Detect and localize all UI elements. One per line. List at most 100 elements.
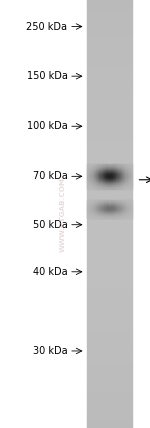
Bar xyxy=(87,36,132,37)
Bar xyxy=(87,309,132,311)
Bar xyxy=(87,257,132,258)
Bar xyxy=(87,200,132,201)
Bar xyxy=(87,347,132,348)
Bar xyxy=(87,410,132,411)
Bar xyxy=(87,287,132,288)
Bar xyxy=(87,363,132,364)
Bar xyxy=(87,131,132,133)
Bar xyxy=(87,158,132,160)
Bar xyxy=(87,355,132,357)
Bar xyxy=(87,368,132,369)
Bar xyxy=(87,267,132,268)
Bar xyxy=(87,220,132,221)
Bar xyxy=(87,401,132,402)
Bar xyxy=(87,31,132,33)
Bar xyxy=(87,68,132,70)
Bar xyxy=(87,157,132,158)
Bar xyxy=(87,260,132,261)
Bar xyxy=(87,304,132,305)
Bar xyxy=(87,124,132,125)
Bar xyxy=(87,155,132,157)
Bar xyxy=(87,73,132,74)
Bar xyxy=(87,215,132,217)
Bar xyxy=(87,120,132,121)
Bar xyxy=(87,425,132,427)
Bar xyxy=(87,64,132,65)
Bar xyxy=(87,50,132,51)
Bar xyxy=(87,94,132,95)
Bar xyxy=(87,335,132,337)
Bar xyxy=(87,318,132,320)
Bar xyxy=(87,292,132,294)
Bar xyxy=(87,60,132,61)
Bar xyxy=(87,295,132,297)
Bar xyxy=(87,144,132,146)
Bar xyxy=(87,320,132,321)
Bar xyxy=(87,9,132,10)
Bar xyxy=(87,325,132,327)
Bar xyxy=(87,375,132,377)
Bar xyxy=(87,198,132,200)
Bar xyxy=(87,278,132,279)
Bar xyxy=(87,93,132,94)
Bar xyxy=(87,87,132,89)
Bar xyxy=(87,175,132,177)
Bar xyxy=(87,18,132,20)
Bar xyxy=(87,354,132,355)
Bar xyxy=(87,180,132,181)
Bar xyxy=(87,181,132,183)
Bar xyxy=(87,228,132,230)
Bar xyxy=(87,402,132,404)
Bar xyxy=(87,351,132,352)
Bar xyxy=(87,204,132,205)
Bar xyxy=(87,78,132,80)
Bar xyxy=(87,424,132,425)
Bar xyxy=(87,29,132,30)
Bar xyxy=(87,168,132,170)
Bar xyxy=(87,232,132,234)
Bar xyxy=(87,74,132,76)
Bar xyxy=(87,221,132,223)
Bar xyxy=(87,264,132,265)
Bar xyxy=(87,110,132,111)
Bar xyxy=(87,117,132,119)
Bar xyxy=(87,411,132,412)
Bar xyxy=(87,127,132,128)
Bar xyxy=(87,3,132,4)
Bar xyxy=(87,17,132,18)
Text: 150 kDa: 150 kDa xyxy=(27,71,68,81)
Bar xyxy=(87,187,132,188)
Bar xyxy=(87,285,132,287)
Bar xyxy=(87,90,132,91)
Bar xyxy=(87,291,132,292)
Bar xyxy=(87,352,132,354)
Bar xyxy=(87,125,132,127)
Bar xyxy=(87,138,132,140)
Bar xyxy=(87,217,132,218)
Text: WWW.PTGAB.COM: WWW.PTGAB.COM xyxy=(60,176,66,252)
Bar xyxy=(87,348,132,350)
Bar xyxy=(87,341,132,342)
Bar xyxy=(87,327,132,328)
Bar xyxy=(87,218,132,220)
Bar xyxy=(87,114,132,116)
Bar xyxy=(87,333,132,334)
Bar xyxy=(87,238,132,240)
Bar xyxy=(87,321,132,322)
Bar xyxy=(87,397,132,398)
Bar xyxy=(87,391,132,392)
Bar xyxy=(87,421,132,422)
Bar xyxy=(87,12,132,13)
Bar xyxy=(87,365,132,367)
Bar xyxy=(87,1,132,3)
Bar xyxy=(87,164,132,166)
Bar xyxy=(87,101,132,103)
Bar xyxy=(87,95,132,97)
Bar xyxy=(87,89,132,90)
Bar xyxy=(87,77,132,78)
Bar xyxy=(87,141,132,143)
Bar xyxy=(87,83,132,84)
Bar xyxy=(87,13,132,14)
Bar xyxy=(87,57,132,59)
Bar xyxy=(87,339,132,341)
